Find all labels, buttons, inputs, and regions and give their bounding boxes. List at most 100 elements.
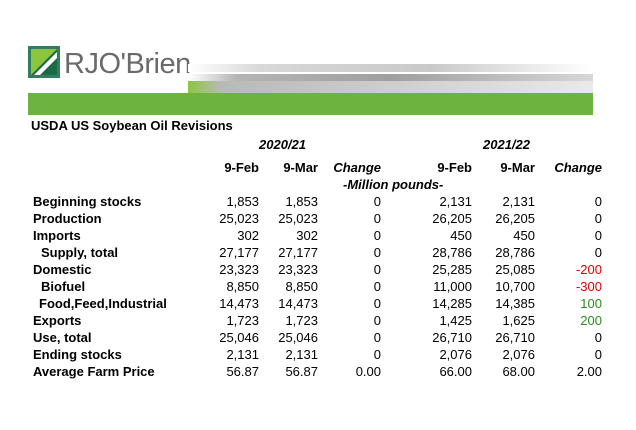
table-row: Biofuel 8,850 8,850 0 11,000 10,700 -300 [0, 278, 636, 295]
table-cell: 26,205 [495, 211, 535, 226]
banner-stripe [188, 64, 593, 72]
rjobrien-logo-icon [28, 46, 60, 78]
table-cell: 25,046 [219, 330, 259, 345]
table-cell: 56.87 [226, 364, 259, 379]
table-cell: 0 [373, 228, 381, 243]
table-cell: 2,131 [439, 194, 472, 209]
row-label: Imports [33, 228, 81, 243]
table-cell: 56.87 [285, 364, 318, 379]
table-cell: 0 [373, 194, 381, 209]
table-cell: 302 [296, 228, 318, 243]
table-row: Supply, total 27,177 27,177 0 28,786 28,… [0, 244, 636, 261]
column-header: 9-Mar [500, 160, 535, 175]
table-cell: 10,700 [495, 279, 535, 294]
data-table: Beginning stocks 1,853 1,853 0 2,131 2,1… [0, 193, 636, 380]
table-row: Production 25,023 25,023 0 26,205 26,205… [0, 210, 636, 227]
table-cell: 1,723 [226, 313, 259, 328]
table-cell: 25,023 [278, 211, 318, 226]
table-cell: 0 [373, 330, 381, 345]
table-cell: 68.00 [502, 364, 535, 379]
table-cell: 0 [373, 313, 381, 328]
row-label: Exports [33, 313, 82, 328]
table-cell: 14,473 [278, 296, 318, 311]
row-label: Production [33, 211, 102, 226]
year-header-1: 2020/21 [259, 137, 306, 152]
banner-stripe [188, 74, 593, 81]
table-row: Use, total 25,046 25,046 0 26,710 26,710… [0, 329, 636, 346]
table-cell: 25,023 [219, 211, 259, 226]
table-row: Domestic 23,323 23,323 0 25,285 25,085 -… [0, 261, 636, 278]
table-cell: 0 [373, 211, 381, 226]
table-cell: 200 [580, 313, 602, 328]
table-cell: 100 [580, 296, 602, 311]
column-header: 9-Feb [224, 160, 259, 175]
table-cell: 1,625 [502, 313, 535, 328]
table-cell: 0 [594, 347, 602, 362]
row-label: Average Farm Price [33, 364, 155, 379]
table-cell: 2.00 [576, 364, 602, 379]
table-cell: 2,131 [285, 347, 318, 362]
table-cell: 1,425 [439, 313, 472, 328]
table-cell: 450 [513, 228, 535, 243]
table-cell: 27,177 [278, 245, 318, 260]
table-cell: 27,177 [219, 245, 259, 260]
table-row: Imports 302 302 0 450 450 0 [0, 227, 636, 244]
table-cell: 302 [237, 228, 259, 243]
table-cell: 0 [594, 228, 602, 243]
table-cell: 26,710 [495, 330, 535, 345]
table-cell: 8,850 [285, 279, 318, 294]
banner-green-bar [28, 93, 593, 115]
table-cell: 0 [373, 262, 381, 277]
table-cell: 25,085 [495, 262, 535, 277]
year-header-2: 2021/22 [483, 137, 530, 152]
table-cell: 2,131 [502, 194, 535, 209]
table-cell: 2,076 [502, 347, 535, 362]
table-cell: 2,131 [226, 347, 259, 362]
row-label: Biofuel [41, 279, 86, 294]
table-cell: 23,323 [219, 262, 259, 277]
table-cell: 1,723 [285, 313, 318, 328]
column-header: Change [333, 160, 381, 175]
column-header: Change [554, 160, 602, 175]
table-cell: 0 [594, 330, 602, 345]
table-cell: 0.00 [355, 364, 381, 379]
brand-name: RJO'Brien [64, 48, 191, 80]
table-row: Food,Feed,Industrial 14,473 14,473 0 14,… [0, 295, 636, 312]
table-cell: 0 [594, 194, 602, 209]
brand-banner: RJO'Brien [28, 44, 593, 116]
row-label: Ending stocks [33, 347, 122, 362]
table-cell: 14,385 [495, 296, 535, 311]
table-cell: 1,853 [285, 194, 318, 209]
table-row: Exports 1,723 1,723 0 1,425 1,625 200 [0, 312, 636, 329]
table-cell: 0 [373, 296, 381, 311]
table-cell: 0 [594, 211, 602, 226]
row-label: Use, total [33, 330, 92, 345]
column-header: 9-Feb [437, 160, 472, 175]
table-cell: -300 [575, 279, 602, 294]
table-cell: 26,710 [432, 330, 472, 345]
row-label: Food,Feed,Industrial [39, 296, 167, 311]
row-label: Beginning stocks [33, 194, 142, 209]
table-row: Average Farm Price 56.87 56.87 0.00 66.0… [0, 363, 636, 380]
table-row: Beginning stocks 1,853 1,853 0 2,131 2,1… [0, 193, 636, 210]
table-row: Ending stocks 2,131 2,131 0 2,076 2,076 … [0, 346, 636, 363]
table-cell: 66.00 [439, 364, 472, 379]
table-cell: 14,473 [219, 296, 259, 311]
table-cell: 23,323 [278, 262, 318, 277]
banner-stripe [188, 81, 593, 93]
row-label: Supply, total [41, 245, 119, 260]
table-cell: 450 [450, 228, 472, 243]
units-label: -Million pounds- [343, 177, 444, 192]
table-cell: 25,046 [278, 330, 318, 345]
table-cell: 26,205 [432, 211, 472, 226]
table-cell: 0 [373, 245, 381, 260]
table-cell: -200 [575, 262, 602, 277]
table-cell: 0 [373, 279, 381, 294]
row-label: Domestic [33, 262, 92, 277]
table-cell: 0 [594, 245, 602, 260]
table-cell: 14,285 [432, 296, 472, 311]
table-cell: 28,786 [495, 245, 535, 260]
table-cell: 1,853 [226, 194, 259, 209]
table-cell: 2,076 [439, 347, 472, 362]
column-header: 9-Mar [283, 160, 318, 175]
